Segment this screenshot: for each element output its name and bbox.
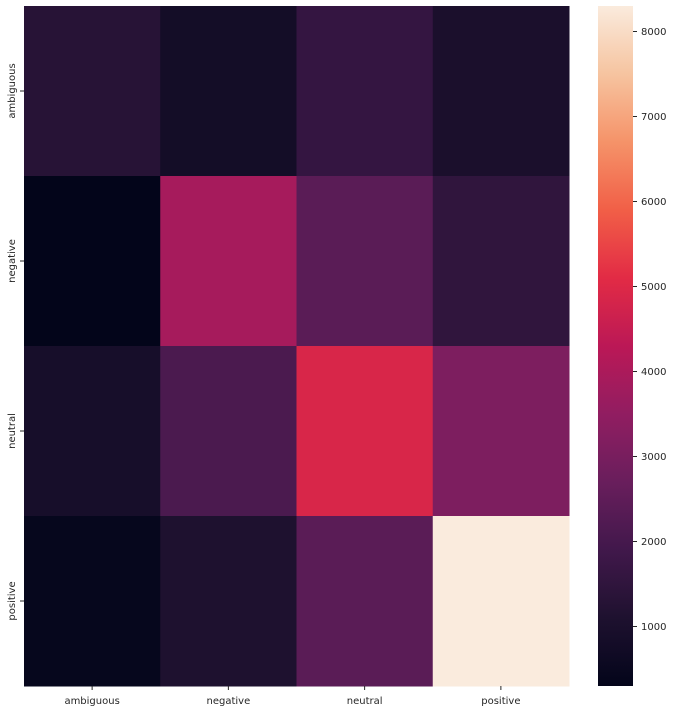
heatmap-cell-neutral-ambiguous (24, 346, 161, 517)
heatmap-cell-ambiguous-neutral (296, 6, 434, 177)
heatmap-cell-positive-neutral (296, 516, 434, 687)
heatmap-cell-negative-neutral (296, 176, 434, 347)
colorbar-tick-label-4000: 4000 (641, 367, 666, 378)
heatmap-cell-ambiguous-ambiguous (24, 6, 161, 177)
heatmap-cell-neutral-neutral (296, 346, 434, 517)
heatmap-cells (24, 6, 570, 687)
heatmap-cell-neutral-positive (432, 346, 570, 517)
x-tick-label-ambiguous: ambiguous (64, 696, 119, 707)
colorbar-tick-label-1000: 1000 (641, 622, 666, 633)
heatmap-cell-ambiguous-positive (432, 6, 570, 177)
colorbar-tick-label-3000: 3000 (641, 452, 666, 463)
heatmap-cell-negative-positive (432, 176, 570, 347)
colorbar-gradient (598, 6, 633, 686)
y-tick-label-positive: positive (7, 581, 18, 620)
colorbar: 1000 2000 3000 4000 5000 6000 7000 8000 (598, 6, 666, 686)
colorbar-tick-label-2000: 2000 (641, 537, 666, 548)
x-tick-label-positive: positive (481, 696, 520, 707)
y-tick-label-ambiguous: ambiguous (7, 63, 18, 118)
colorbar-tick-label-6000: 6000 (641, 197, 666, 208)
colorbar-tick-label-7000: 7000 (641, 112, 666, 123)
heatmap-cell-positive-positive (432, 516, 570, 687)
y-axis: ambiguous negative neutral positive (7, 63, 24, 621)
heatmap-cell-negative-ambiguous (24, 176, 161, 347)
heatmap-cell-negative-negative (160, 176, 297, 347)
heatmap-cell-positive-negative (160, 516, 297, 687)
colorbar-tick-label-8000: 8000 (641, 27, 666, 38)
y-tick-label-negative: negative (7, 239, 18, 283)
colorbar-ticks: 1000 2000 3000 4000 5000 6000 7000 8000 (633, 27, 666, 633)
heatmap-cell-positive-ambiguous (24, 516, 161, 687)
x-tick-label-negative: negative (207, 696, 251, 707)
x-axis: ambiguous negative neutral positive (64, 686, 520, 707)
colorbar-tick-label-5000: 5000 (641, 282, 666, 293)
heatmap-cell-ambiguous-negative (160, 6, 297, 177)
x-tick-label-neutral: neutral (347, 696, 383, 707)
heatmap-cell-neutral-negative (160, 346, 297, 517)
y-tick-label-neutral: neutral (7, 413, 18, 449)
